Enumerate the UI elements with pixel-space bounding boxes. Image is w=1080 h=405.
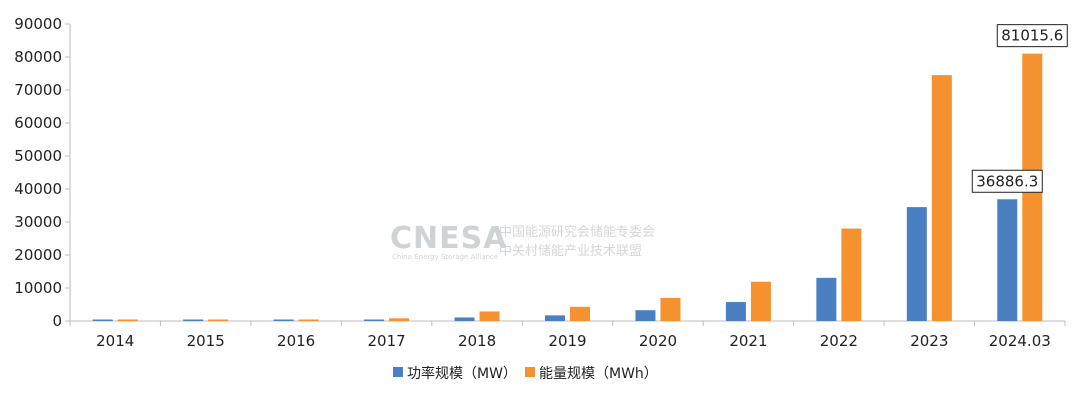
bar-power <box>454 317 475 321</box>
legend-swatch <box>525 367 535 377</box>
legend-label: 能量规模（MWh） <box>539 366 658 382</box>
bar-energy <box>841 228 862 321</box>
bar-energy <box>750 281 771 321</box>
bar-power <box>906 207 927 321</box>
bar-energy <box>570 306 590 321</box>
x-tick-label: 2017 <box>367 332 405 350</box>
watermark-logo-sub: China Energy Storage Alliance <box>392 253 498 261</box>
watermark: CNESA China Energy Storage Alliance 中国能源… <box>390 221 655 261</box>
y-tick-label: 90000 <box>14 15 62 33</box>
bar-energy <box>660 297 681 321</box>
bar-energy <box>931 75 952 322</box>
legend-item: 功率规模（MW） <box>393 365 517 382</box>
bar-energy <box>117 319 138 321</box>
x-tick-label: 2014 <box>96 332 134 350</box>
axes: 0 10000 20000 30000 40000 50000 60000 70000 8000… <box>14 15 1066 350</box>
bar-energy <box>389 318 410 321</box>
bar-power <box>273 319 294 321</box>
data-label-callout: 81015.6 <box>996 24 1068 48</box>
legend-label: 功率规模（MW） <box>407 365 517 382</box>
y-tick-label: 20000 <box>14 246 62 264</box>
watermark-line2: 中关村储能产业技术联盟 <box>499 244 642 259</box>
bar-power <box>545 315 565 321</box>
watermark-logo: CNESA <box>390 221 507 256</box>
data-label-callout: 36886.3 <box>971 169 1043 193</box>
bar-power <box>816 277 837 321</box>
callouts: 36886.3 81015.6 <box>971 24 1068 193</box>
y-tick-label: 80000 <box>14 48 62 66</box>
x-tick-label: 2018 <box>458 332 496 350</box>
x-tick-label: 2023 <box>910 332 948 350</box>
y-tick-label: 70000 <box>14 81 62 99</box>
bar-energy <box>479 311 500 321</box>
data-label-box <box>971 169 1043 193</box>
bar-power <box>635 310 656 321</box>
y-tick-label: 40000 <box>14 180 62 198</box>
bars <box>92 53 1043 322</box>
legend-swatch <box>393 367 403 377</box>
data-label: 81015.6 <box>1001 27 1063 45</box>
x-tick-label: 2024.03 <box>989 332 1051 350</box>
bar-energy <box>208 319 229 321</box>
legend: 功率规模（MW） 能量规模（MWh） <box>393 365 658 382</box>
y-tick-label: 60000 <box>14 114 62 132</box>
x-tick-label: 2016 <box>277 332 315 350</box>
bar-power <box>997 199 1018 321</box>
bar-power <box>725 302 746 321</box>
x-tick-label: 2020 <box>639 332 677 350</box>
y-tick-label: 10000 <box>14 279 62 297</box>
y-tick-label: 30000 <box>14 213 62 231</box>
legend-item: 能量规模（MWh） <box>525 366 658 382</box>
x-tick-label: 2022 <box>820 332 858 350</box>
x-tick-label: 2015 <box>187 332 225 350</box>
bar-energy <box>298 319 319 321</box>
bar-power <box>92 319 113 321</box>
x-tick-label: 2021 <box>729 332 767 350</box>
watermark-line1: 中国能源研究会储能专委会 <box>499 225 655 240</box>
data-label: 36886.3 <box>976 172 1038 190</box>
x-tick-label: 2019 <box>548 332 586 350</box>
y-tick-label: 50000 <box>14 147 62 165</box>
data-label-box <box>996 24 1068 48</box>
bar-power <box>183 319 204 321</box>
y-tick-label: 0 <box>52 312 62 330</box>
bar-power <box>364 319 385 321</box>
